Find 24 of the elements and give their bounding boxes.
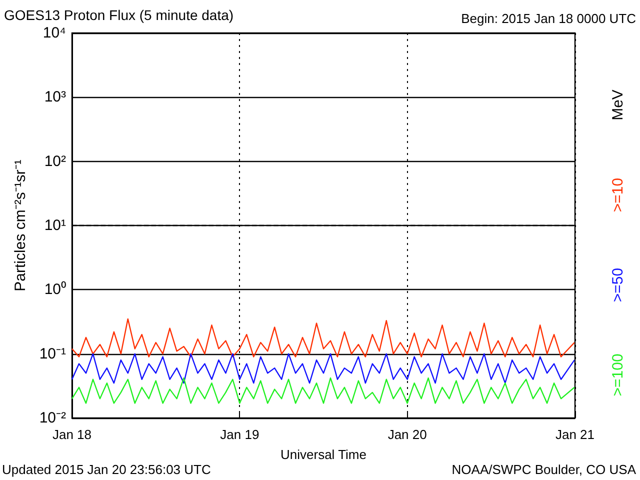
line-series: [71, 353, 576, 384]
x-tick-label: Jan 21: [555, 427, 595, 442]
line-series: [71, 318, 576, 358]
y-axis-title: Particles cm⁻²s⁻¹sr⁻¹: [12, 160, 29, 292]
y-tick-label: 10⁴: [42, 24, 66, 42]
text: Updated 2015 Jan 20 23:56:03 UTC: [2, 462, 211, 477]
legend-title: MeV: [610, 90, 626, 120]
y-tick-label: 10²: [44, 152, 66, 170]
text: >=100: [610, 354, 626, 396]
text: >=10: [610, 178, 626, 212]
x-tick-label: Jan 18: [52, 427, 92, 442]
chart-title: GOES13 Proton Flux (5 minute data): [4, 7, 234, 23]
y-tick-label: 10³: [44, 88, 66, 106]
y-tick-label: 10⁻¹: [39, 345, 66, 362]
y-tick-label: 10⁰: [44, 281, 66, 298]
text: >=50: [610, 268, 626, 302]
y-tick-label: 10¹: [44, 217, 66, 234]
line-series: [71, 377, 576, 404]
text: NOAA/SWPC Boulder, CO USA: [452, 462, 636, 477]
x-tick-label: Jan 19: [220, 427, 260, 442]
chart-subtitle: Begin: 2015 Jan 18 0000 UTC: [461, 11, 636, 26]
x-axis-title: Universal Time: [280, 447, 366, 462]
y-tick-label: 10⁻²: [39, 410, 66, 426]
x-tick-label: Jan 20: [388, 427, 427, 442]
